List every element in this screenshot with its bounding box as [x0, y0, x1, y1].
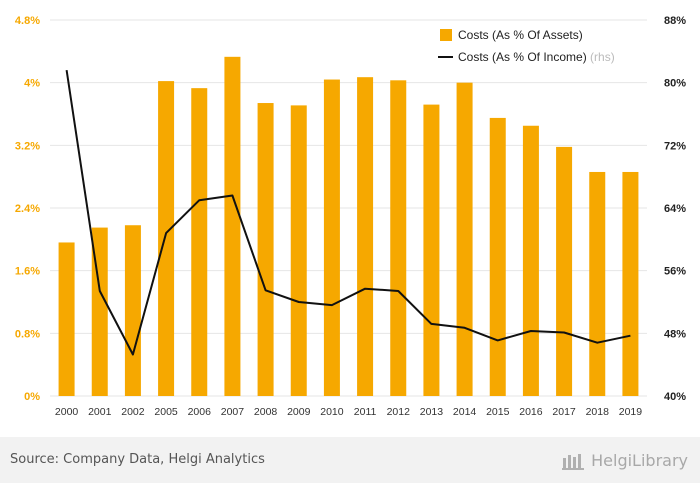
bar-costs-assets [390, 80, 407, 397]
legend-rhs-suffix: (rhs) [590, 50, 615, 64]
x-axis-tick-label: 2008 [254, 406, 278, 418]
x-axis-tick-label: 2000 [55, 406, 79, 418]
brand-text: HelgiLibrary [591, 450, 688, 470]
x-axis-tick-label: 2001 [88, 406, 112, 418]
bar-costs-assets [556, 146, 573, 396]
x-axis-tick-label: 2010 [320, 406, 344, 418]
bar-costs-assets [357, 77, 374, 396]
x-axis-tick-label: 2017 [552, 406, 576, 418]
bar-costs-assets [158, 81, 175, 396]
bar-costs-assets [456, 82, 473, 397]
x-axis-tick-label: 2005 [154, 406, 178, 418]
left-axis-tick-label: 1.6% [15, 266, 40, 278]
bar-costs-assets [522, 125, 539, 396]
x-axis-tick-label: 2014 [453, 406, 477, 418]
x-axis-tick-label: 2009 [287, 406, 311, 418]
x-axis-tick-label: 2019 [619, 406, 643, 418]
legend-label-costs-assets: Costs (As % Of Assets) [458, 28, 583, 42]
right-axis-tick-label: 56% [664, 266, 686, 278]
combo-chart: 0% 0.8% 1.6% 2.4% 3.2% 4% 4.8% 40% 48% 56% 64% 72% 8… [15, 15, 686, 418]
x-axis-tick-label: 2012 [387, 406, 411, 418]
legend-label-costs-income: Costs (As % Of Income) (rhs) [458, 50, 615, 64]
bar-costs-assets [423, 104, 440, 396]
x-axis-tick-label: 2013 [420, 406, 444, 418]
left-axis-tick-label: 3.2% [15, 140, 40, 152]
bar-costs-assets [257, 103, 274, 397]
x-axis-tick-label: 2006 [188, 406, 212, 418]
x-axis-tick-label: 2002 [121, 406, 145, 418]
bar-costs-assets [58, 242, 75, 396]
x-axis-tick-label: 2018 [586, 406, 610, 418]
bar-costs-assets [622, 171, 639, 396]
left-axis-tick-label: 2.4% [15, 203, 40, 215]
left-axis-tick-label: 0% [24, 391, 40, 403]
brand-logo[interactable]: HelgiLibrary [561, 446, 688, 474]
bar-costs-assets [323, 79, 340, 397]
x-axis-tick-label: 2007 [221, 406, 245, 418]
right-axis-tick-label: 72% [664, 140, 686, 152]
right-axis-tick-label: 80% [664, 78, 686, 90]
right-axis-tick-label: 40% [664, 391, 686, 403]
bar-costs-assets [191, 88, 208, 397]
bar-costs-assets [290, 105, 307, 396]
line-costs-income [65, 69, 631, 356]
bar-costs-assets [124, 225, 141, 396]
x-axis-tick-label: 2015 [486, 406, 510, 418]
x-axis-tick-label: 2016 [519, 406, 543, 418]
footer-bar [0, 437, 700, 483]
left-axis-tick-label: 4.8% [15, 15, 40, 27]
bar-costs-assets [489, 117, 506, 397]
right-axis-tick-label: 88% [664, 15, 686, 27]
right-axis-tick-label: 48% [664, 328, 686, 340]
source-text: Source: Company Data, Helgi Analytics [10, 452, 265, 467]
right-axis-tick-label: 64% [664, 203, 686, 215]
bar-costs-assets [589, 171, 606, 396]
legend-swatch-costs-assets [440, 29, 452, 41]
x-axis-tick-label: 2011 [354, 406, 377, 418]
left-axis-tick-label: 4% [24, 78, 40, 90]
left-axis-tick-label: 0.8% [15, 328, 40, 340]
bar-costs-assets [224, 56, 241, 397]
library-icon [562, 454, 585, 470]
